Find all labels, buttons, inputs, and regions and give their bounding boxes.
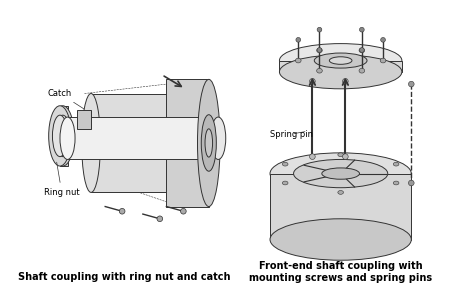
Ellipse shape (53, 115, 68, 157)
Ellipse shape (380, 58, 386, 63)
Ellipse shape (338, 153, 343, 157)
Ellipse shape (81, 94, 100, 192)
Ellipse shape (322, 168, 360, 179)
Ellipse shape (317, 48, 322, 52)
Ellipse shape (49, 106, 71, 166)
Ellipse shape (205, 129, 212, 157)
Ellipse shape (270, 153, 411, 194)
Ellipse shape (296, 38, 301, 42)
Text: Catch: Catch (48, 89, 84, 109)
Ellipse shape (310, 79, 315, 84)
Ellipse shape (409, 180, 414, 186)
Ellipse shape (296, 58, 301, 63)
Ellipse shape (279, 55, 402, 89)
Ellipse shape (293, 160, 388, 188)
Ellipse shape (317, 68, 322, 73)
Ellipse shape (359, 68, 364, 73)
Ellipse shape (317, 48, 322, 53)
Ellipse shape (270, 219, 411, 260)
Ellipse shape (282, 162, 288, 166)
Ellipse shape (381, 38, 385, 42)
Ellipse shape (282, 181, 288, 185)
Ellipse shape (310, 154, 315, 160)
Ellipse shape (342, 154, 348, 160)
Text: Spring pin: Spring pin (270, 129, 313, 138)
Ellipse shape (55, 115, 70, 157)
Ellipse shape (393, 181, 399, 185)
Ellipse shape (314, 53, 367, 68)
Ellipse shape (338, 191, 343, 194)
Ellipse shape (176, 94, 195, 192)
Ellipse shape (157, 216, 162, 222)
Ellipse shape (317, 27, 322, 32)
Ellipse shape (180, 208, 186, 214)
FancyBboxPatch shape (77, 110, 91, 129)
Ellipse shape (360, 27, 364, 32)
Ellipse shape (342, 79, 348, 84)
Ellipse shape (60, 117, 75, 160)
Ellipse shape (329, 57, 352, 64)
FancyBboxPatch shape (166, 79, 209, 206)
Text: Shaft coupling with ring nut and catch: Shaft coupling with ring nut and catch (18, 272, 230, 282)
FancyBboxPatch shape (279, 61, 402, 72)
Ellipse shape (119, 208, 125, 214)
FancyBboxPatch shape (91, 94, 185, 192)
Ellipse shape (393, 162, 399, 166)
Ellipse shape (51, 106, 74, 166)
FancyBboxPatch shape (68, 117, 218, 160)
Text: Ring nut: Ring nut (44, 162, 80, 197)
Text: Front-end shaft coupling with
mounting screws and spring pins: Front-end shaft coupling with mounting s… (249, 261, 432, 283)
FancyBboxPatch shape (270, 174, 411, 240)
Ellipse shape (360, 48, 364, 52)
Ellipse shape (279, 44, 402, 77)
Ellipse shape (359, 48, 364, 53)
Ellipse shape (198, 79, 220, 206)
Ellipse shape (409, 81, 414, 87)
FancyBboxPatch shape (60, 106, 68, 166)
Ellipse shape (201, 115, 216, 171)
Ellipse shape (211, 117, 226, 160)
